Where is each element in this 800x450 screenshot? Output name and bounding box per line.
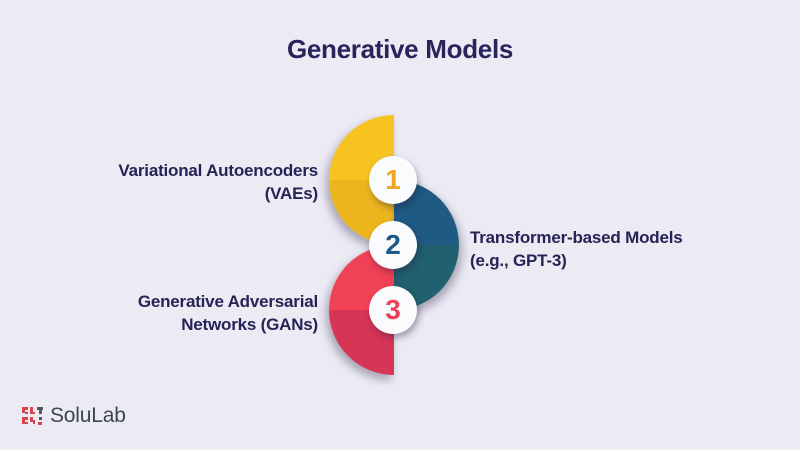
label-gans-line1: Generative Adversarial (137, 292, 318, 311)
step-number-1: 1 (385, 164, 401, 195)
label-vaes-line2: (VAEs) (264, 184, 318, 203)
step-number-2: 2 (385, 229, 401, 260)
label-transformers: Transformer-based Models (e.g., GPT-3) (470, 226, 683, 272)
solulab-pixel-logo-icon (22, 407, 43, 425)
step-badge-2: 2 (369, 221, 417, 269)
label-transformers-line2: (e.g., GPT-3) (470, 251, 567, 270)
brand-name: SoluLab (50, 404, 126, 427)
page-title: Generative Models (286, 34, 514, 64)
label-transformers-line1: Transformer-based Models (470, 228, 683, 247)
label-vaes: Variational Autoencoders (VAEs) (40, 159, 318, 205)
label-gans: Generative Adversarial Networks (GANs) (40, 290, 318, 336)
step-badge-3: 3 (369, 286, 417, 334)
label-gans-line2: Networks (GANs) (181, 315, 318, 334)
step-badge-1: 1 (369, 156, 417, 204)
label-vaes-line1: Variational Autoencoders (118, 161, 318, 180)
brand-footer: SoluLab (22, 403, 126, 429)
step-number-3: 3 (385, 294, 401, 325)
